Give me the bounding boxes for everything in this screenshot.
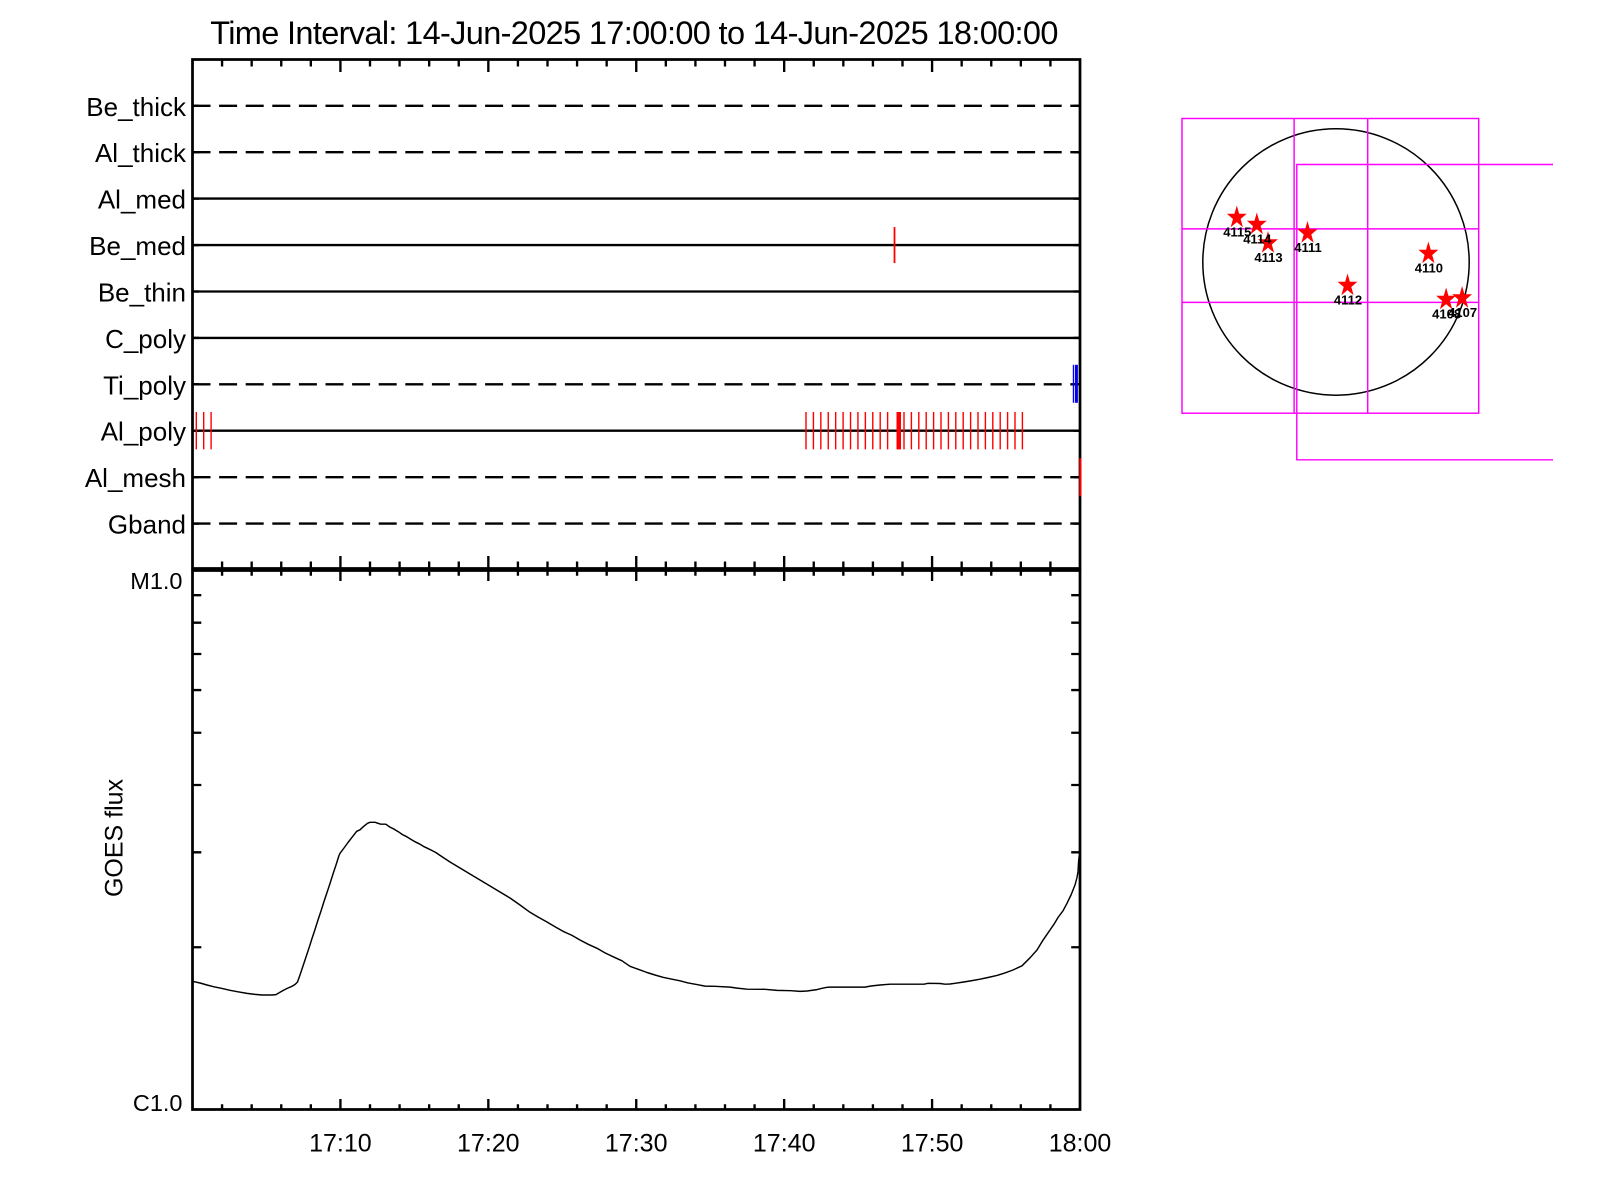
svg-text:4114: 4114 <box>1243 232 1272 247</box>
svg-text:4107: 4107 <box>1448 305 1477 320</box>
svg-text:M1.0: M1.0 <box>130 568 182 594</box>
svg-text:Al_mesh: Al_mesh <box>85 463 186 493</box>
svg-text:17:50: 17:50 <box>901 1130 964 1158</box>
svg-text:Be_thin: Be_thin <box>98 278 186 308</box>
svg-text:Al_med: Al_med <box>98 185 186 215</box>
svg-text:18:00: 18:00 <box>1049 1130 1112 1158</box>
svg-text:Al_thick: Al_thick <box>95 138 187 168</box>
svg-text:Gband: Gband <box>108 510 186 540</box>
svg-text:17:30: 17:30 <box>605 1130 668 1158</box>
svg-text:4112: 4112 <box>1334 293 1362 308</box>
svg-text:4111: 4111 <box>1294 240 1322 255</box>
svg-text:GOES flux: GOES flux <box>101 778 129 897</box>
svg-text:4115: 4115 <box>1223 225 1251 240</box>
svg-text:C_poly: C_poly <box>105 324 186 354</box>
svg-text:17:40: 17:40 <box>753 1130 816 1158</box>
svg-text:4110: 4110 <box>1415 261 1443 276</box>
svg-text:Be_thick: Be_thick <box>86 92 187 122</box>
svg-text:17:10: 17:10 <box>309 1130 372 1158</box>
svg-text:Al_poly: Al_poly <box>101 417 186 447</box>
svg-text:Time Interval: 14-Jun-2025 17:: Time Interval: 14-Jun-2025 17:00:00 to 1… <box>210 15 1058 51</box>
svg-text:4108: 4108 <box>1432 307 1461 322</box>
svg-text:Be_med: Be_med <box>89 231 186 261</box>
svg-text:C1.0: C1.0 <box>133 1090 183 1116</box>
svg-text:Ti_poly: Ti_poly <box>103 370 186 400</box>
svg-text:17:20: 17:20 <box>457 1130 520 1158</box>
svg-text:4113: 4113 <box>1254 250 1282 265</box>
